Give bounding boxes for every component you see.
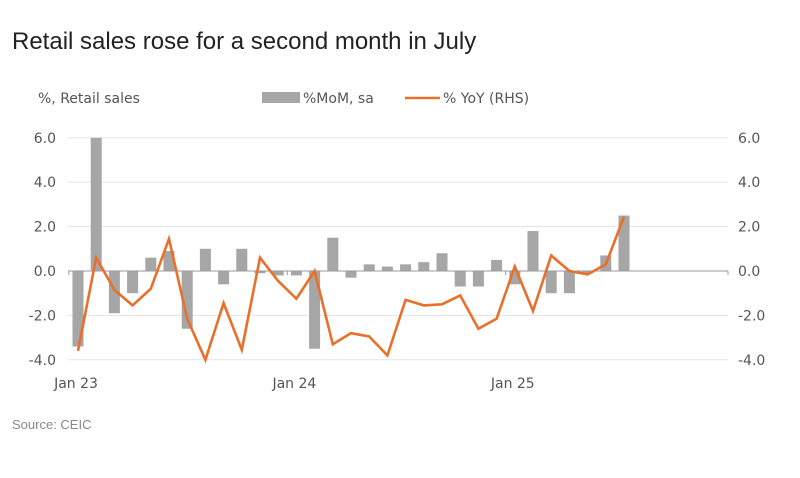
bar-mom xyxy=(163,251,175,271)
legend-bar-label: %MoM, sa xyxy=(303,91,374,107)
left-tick-label: 4.0 xyxy=(34,175,56,191)
left-tick-label: 2.0 xyxy=(34,220,56,236)
bar-mom xyxy=(199,248,211,271)
left-tick-label: 0.0 xyxy=(34,264,56,280)
right-tick-label: 4.0 xyxy=(738,175,760,191)
bar-mom xyxy=(363,264,375,271)
bar-mom xyxy=(345,271,357,278)
bar-mom xyxy=(218,271,230,285)
bar-mom xyxy=(236,248,248,271)
bar-mom xyxy=(400,264,412,271)
x-tick-label: Jan 24 xyxy=(271,376,316,392)
right-tick-label: -2.0 xyxy=(738,308,765,324)
left-tick-label: -2.0 xyxy=(29,308,56,324)
bar-mom xyxy=(254,271,266,274)
x-tick-label: Jan 23 xyxy=(53,376,98,392)
bar-mom xyxy=(181,271,193,329)
bar-mom xyxy=(418,262,430,271)
right-tick-label: -4.0 xyxy=(738,353,765,369)
bar-mom xyxy=(127,271,139,294)
left-tick-label: 6.0 xyxy=(34,131,56,147)
source-note: Source: CEIC xyxy=(12,417,92,432)
bar-mom xyxy=(381,266,393,271)
bar-mom xyxy=(454,271,466,287)
bar-mom xyxy=(108,271,120,314)
bar-mom xyxy=(436,253,448,271)
legend-bar-swatch xyxy=(262,92,300,103)
right-tick-label: 0.0 xyxy=(738,264,760,280)
bar-mom xyxy=(527,231,539,271)
bar-mom xyxy=(72,271,84,347)
bar-mom xyxy=(618,215,630,271)
bar-mom xyxy=(309,271,321,349)
bar-mom xyxy=(272,271,284,276)
right-tick-label: 6.0 xyxy=(738,131,760,147)
bar-mom xyxy=(491,259,503,271)
bar-mom xyxy=(472,271,484,287)
chart-title: Retail sales rose for a second month in … xyxy=(12,28,477,55)
bar-mom xyxy=(290,271,302,276)
bar-mom xyxy=(90,137,102,271)
bar-mom xyxy=(545,271,557,294)
bar-mom xyxy=(145,257,157,271)
bar-mom xyxy=(582,271,594,274)
bar-mom xyxy=(327,237,339,271)
x-tick-label: Jan 25 xyxy=(490,376,535,392)
bar-mom xyxy=(509,271,521,285)
bar-mom xyxy=(563,271,575,294)
y-axis-label: %, Retail sales xyxy=(38,91,140,107)
legend-line-label: % YoY (RHS) xyxy=(443,91,529,107)
line-yoy xyxy=(76,216,626,364)
left-tick-label: -4.0 xyxy=(29,353,56,369)
right-tick-label: 2.0 xyxy=(738,220,760,236)
